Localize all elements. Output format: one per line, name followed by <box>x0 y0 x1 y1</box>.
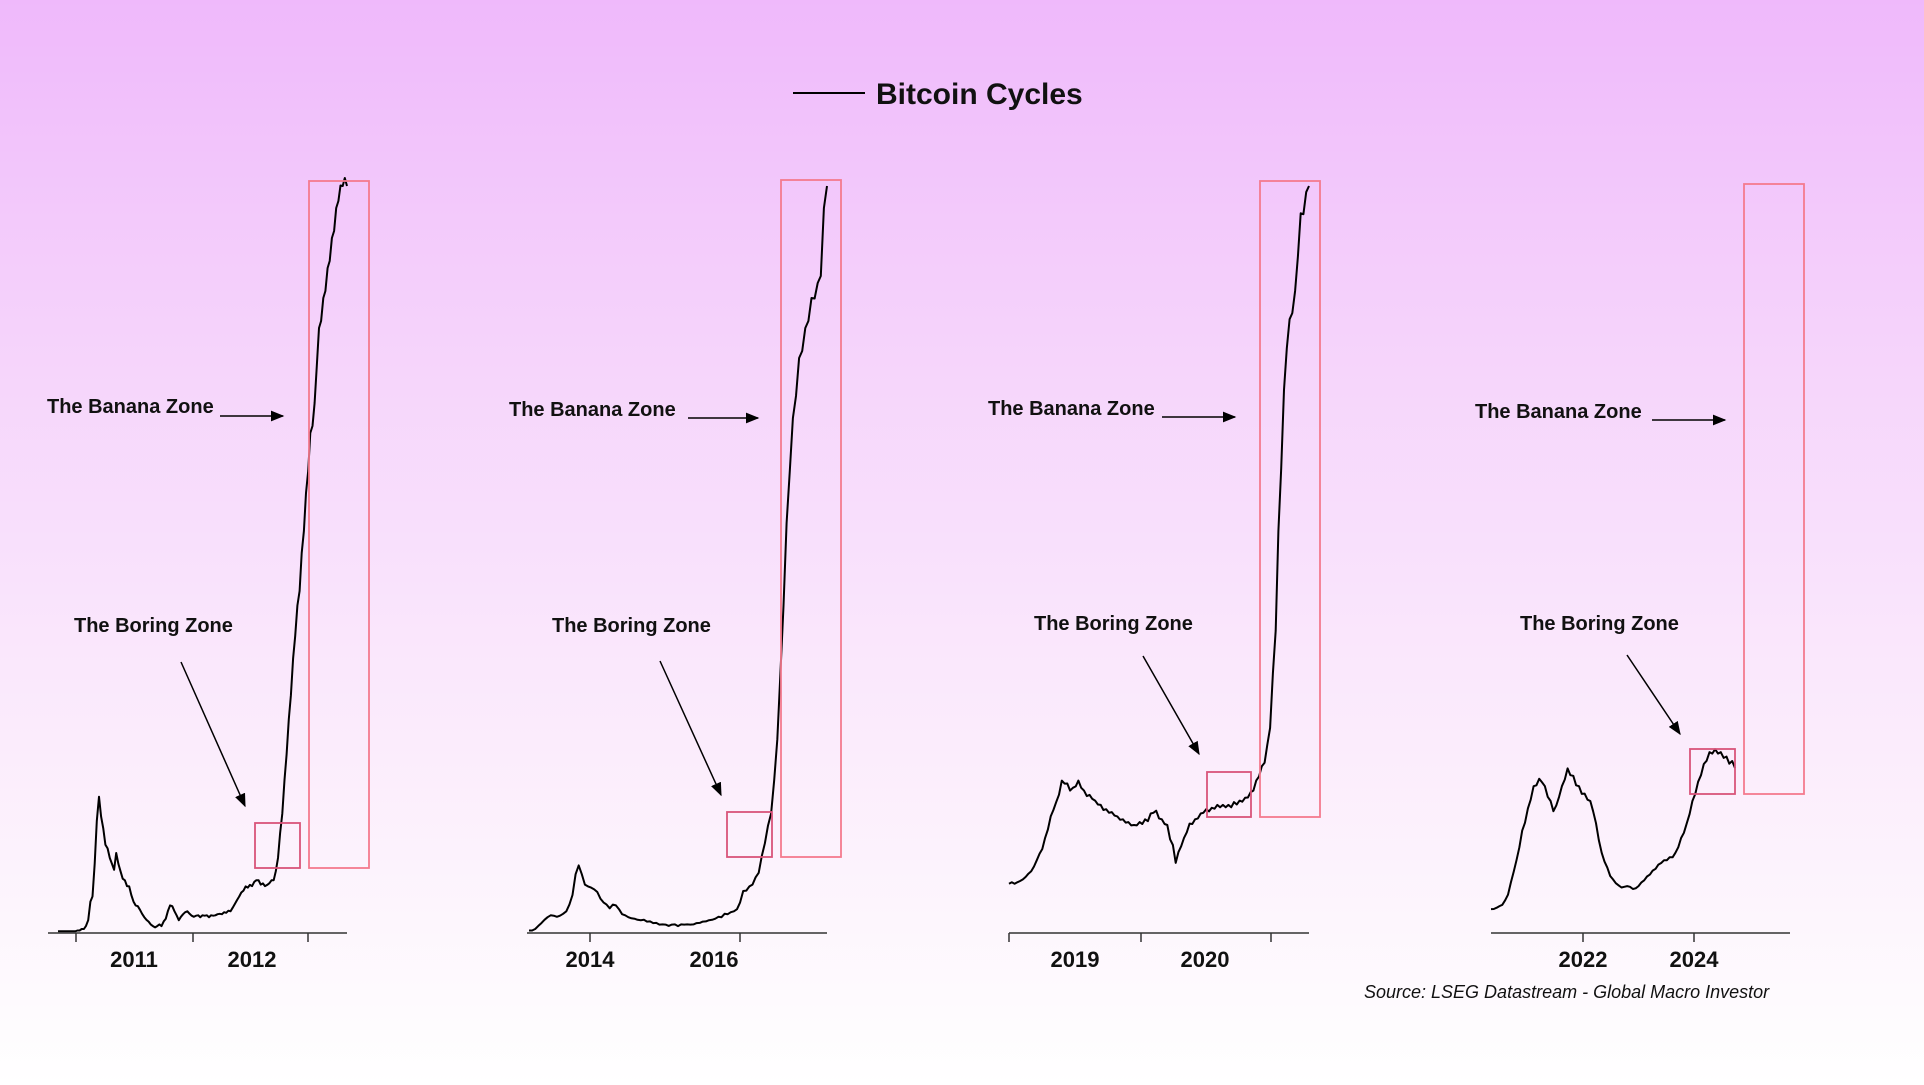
source-note: Source: LSEG Datastream - Global Macro I… <box>1364 982 1770 1002</box>
x-tick-label: 2020 <box>1181 947 1230 972</box>
boring-zone-box <box>254 822 301 869</box>
banana-zone-label: The Banana Zone <box>1475 401 1642 423</box>
legend-label: Bitcoin Cycles <box>876 78 1083 111</box>
boring-zone-arrow <box>1142 655 1200 756</box>
price-line <box>1008 185 1310 885</box>
price-line <box>529 185 828 932</box>
boring-zone-arrow <box>1626 654 1681 736</box>
banana-zone-box <box>308 180 370 869</box>
boring-zone-label: The Boring Zone <box>552 615 711 637</box>
price-line <box>1490 748 1736 911</box>
x-tick-label: 2024 <box>1670 947 1720 972</box>
panel-4: 2022 2024 The Banana Zone The Boring Zone <box>1475 183 1805 972</box>
boring-zone-arrow <box>180 661 246 808</box>
boring-zone-label: The Boring Zone <box>1034 613 1193 635</box>
boring-zone-box <box>1206 771 1252 818</box>
boring-zone-arrow <box>659 660 722 797</box>
x-tick-label: 2019 <box>1051 947 1100 972</box>
panel-2: 2014 2016 The Banana Zone The Boring Zone <box>509 179 842 972</box>
x-tick-label: 2014 <box>566 947 616 972</box>
panel-1: 2011 2012 The Banana Zone The Boring Zone <box>47 177 370 972</box>
x-tick-label: 2022 <box>1559 947 1608 972</box>
boring-zone-box <box>1689 748 1736 795</box>
banana-zone-box <box>1259 180 1321 818</box>
boring-zone-box <box>726 811 773 858</box>
panel-3: 2019 2020 The Banana Zone The Boring Zone <box>988 180 1321 972</box>
banana-zone-label: The Banana Zone <box>509 399 676 421</box>
legend: Bitcoin Cycles <box>793 78 1083 111</box>
banana-zone-label: The Banana Zone <box>988 398 1155 420</box>
boring-zone-label: The Boring Zone <box>74 615 233 637</box>
x-tick-label: 2012 <box>228 947 277 972</box>
price-line <box>57 177 348 933</box>
boring-zone-label: The Boring Zone <box>1520 613 1679 635</box>
banana-zone-label: The Banana Zone <box>47 396 214 418</box>
banana-zone-box <box>1743 183 1805 795</box>
banana-zone-box <box>780 179 842 858</box>
x-tick-label: 2016 <box>690 947 739 972</box>
x-tick-label: 2011 <box>110 947 158 972</box>
